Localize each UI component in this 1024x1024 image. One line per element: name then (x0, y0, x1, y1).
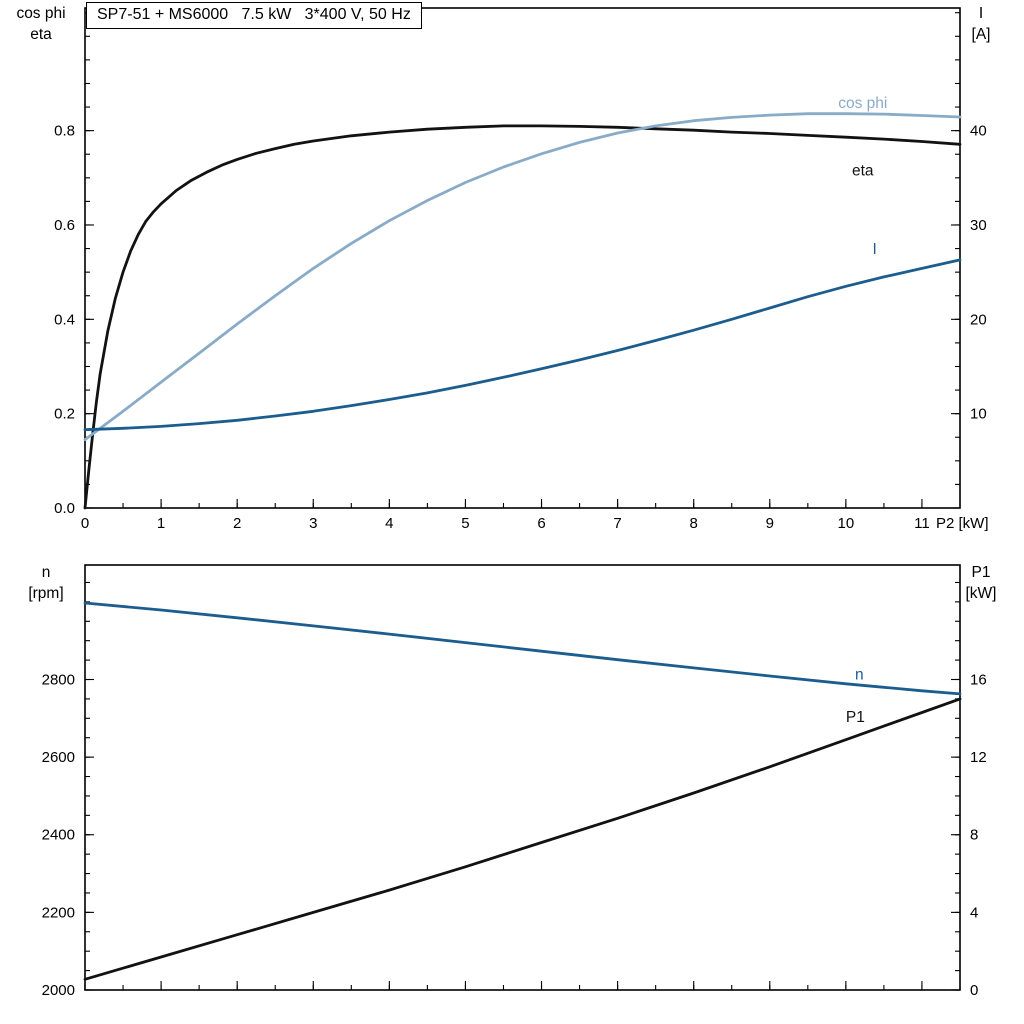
eta-curve-label: eta (852, 162, 874, 179)
axis-title-current-unit: [A] (971, 26, 991, 43)
tick-label: 8 (970, 827, 978, 844)
tick-label: 2000 (42, 982, 75, 999)
p1-curve (83, 697, 962, 981)
axis-title-p1-unit: [kW] (965, 585, 997, 602)
tick-label: 4 (970, 904, 978, 921)
x-axis-label: P2 [kW] (936, 515, 989, 532)
tick-label: 10 (970, 406, 987, 423)
tick-label: 12 (970, 749, 987, 766)
tick-label: 2 (233, 515, 241, 532)
cos-phi-curve-label: cos phi (838, 95, 887, 112)
plot-frame (84, 7, 961, 509)
top-left-axis-title: cos phi eta (2, 3, 80, 45)
tick-label: 0.6 (54, 217, 75, 234)
tick-label: 0.8 (54, 123, 75, 140)
speed-curve-label: n (855, 666, 864, 683)
tick-label: 6 (537, 515, 545, 532)
tick-label: 0 (81, 515, 89, 532)
tick-label: 8 (690, 515, 698, 532)
tick-label: 20 (970, 311, 987, 328)
tick-label: 3 (309, 515, 317, 532)
tick-label: 1 (157, 515, 165, 532)
current-curve (83, 258, 962, 432)
tick-label: 2200 (42, 904, 75, 921)
axis-title-current: I (978, 5, 984, 22)
speed-curve (83, 601, 962, 696)
tick-label: 0.0 (54, 500, 75, 517)
cos-phi-curve (83, 112, 962, 441)
plot-frame (84, 564, 961, 991)
top-right-axis-title: I [A] (950, 3, 1012, 45)
axis-title-speed-unit: [rpm] (28, 585, 64, 602)
chart-title: SP7-51 + MS6000 7.5 kW 3*400 V, 50 Hz (86, 2, 422, 29)
eta-curve (83, 124, 962, 510)
p1-curve-label: P1 (846, 709, 865, 726)
tick-label: 4 (385, 515, 393, 532)
tick-label: 40 (970, 123, 987, 140)
tick-label: 0 (970, 982, 978, 999)
tick-label: 0.2 (54, 406, 75, 423)
motor-efficiency-chart: 0 1 2 3 4 5 6 7 8 9 10 11 0.0 0.2 0.4 0.6 0.8 10 20 30 40 P2 … (54, 7, 989, 532)
bottom-right-axis-title: P1 [kW] (948, 562, 1014, 604)
tick-label: 30 (970, 217, 987, 234)
tick-label: 2600 (42, 749, 75, 766)
tick-label: 9 (766, 515, 774, 532)
tick-label: 2800 (42, 671, 75, 688)
tick-label: 0.4 (54, 311, 75, 328)
axis-title-cos-phi: cos phi (16, 5, 66, 22)
tick-label: 2400 (42, 827, 75, 844)
axis-title-eta: eta (30, 26, 52, 43)
axis-title-speed: n (41, 564, 51, 581)
tick-label: 16 (970, 671, 987, 688)
bottom-left-axis-title: n [rpm] (12, 562, 80, 604)
tick-label: 11 (914, 515, 930, 532)
axis-title-p1: P1 (971, 564, 991, 581)
current-curve-label: I (873, 241, 877, 258)
tick-label: 5 (461, 515, 469, 532)
speed-power-chart: 2000 2200 2400 2600 2800 0 4 8 12 16 n P1 (42, 564, 987, 999)
tick-label: 10 (838, 515, 855, 532)
tick-label: 7 (613, 515, 621, 532)
